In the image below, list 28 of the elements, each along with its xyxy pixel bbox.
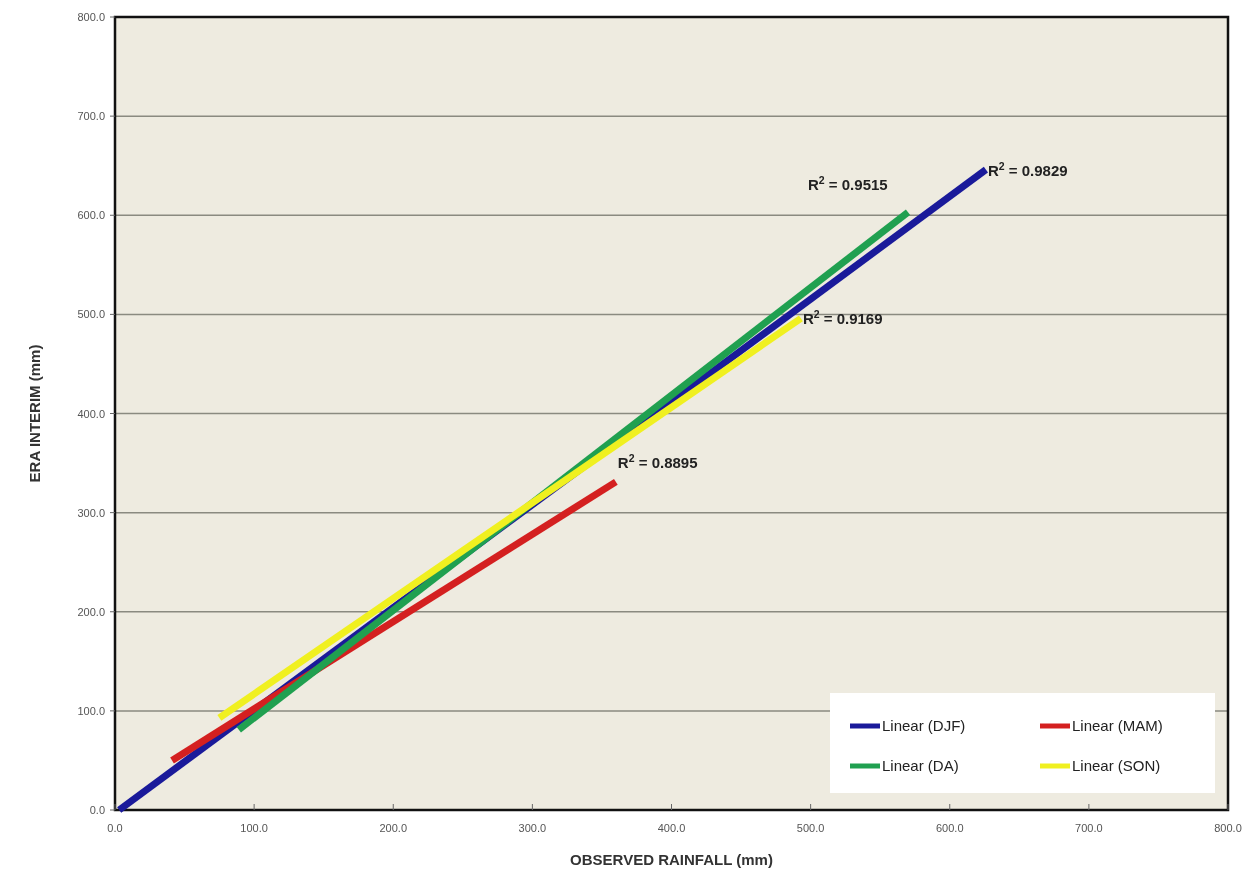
y-tick-label: 800.0 (77, 11, 105, 23)
y-axis-title: ERA INTERIM (mm) (26, 344, 43, 483)
legend-label: Linear (SON) (1072, 757, 1161, 774)
x-tick-label: 400.0 (657, 822, 686, 834)
annotation: R$^{2}$ = 0.8895 (617, 451, 698, 471)
y-tick-label: 600.0 (77, 209, 105, 222)
y-tick-label: 700.0 (77, 110, 105, 123)
y-tick-label: 100.0 (77, 704, 105, 717)
x-tick-label: 700.0 (1075, 822, 1103, 834)
x-tick-label: 300.0 (518, 822, 547, 834)
legend-label: Linear (DA) (882, 757, 959, 774)
x-axis-title: OBSERVED RAINFALL (mm) (570, 851, 773, 868)
y-tick-label: 0.0 (89, 804, 105, 816)
x-tick-label: 500.0 (796, 822, 825, 834)
annotation: R$^{2}$ = 0.9829 (987, 159, 1068, 179)
y-tick-label: 500.0 (77, 308, 105, 321)
y-tick-label: 400.0 (77, 407, 105, 420)
x-tick-label: 800.0 (1214, 822, 1242, 834)
annotation: R$^{2}$ = 0.9169 (802, 308, 883, 328)
annotation: R$^{2}$ = 0.9515 (808, 174, 888, 194)
x-tick-label: 600.0 (935, 822, 964, 834)
y-tick-label: 200.0 (77, 605, 105, 618)
x-tick-label: 200.0 (379, 822, 408, 834)
legend-label: Linear (DJF) (882, 717, 966, 734)
y-tick-label: 300.0 (77, 506, 105, 519)
x-tick-label: 100.0 (240, 822, 268, 834)
legend-label: Linear (MAM) (1072, 717, 1163, 734)
x-tick-label: 0.0 (107, 822, 123, 834)
